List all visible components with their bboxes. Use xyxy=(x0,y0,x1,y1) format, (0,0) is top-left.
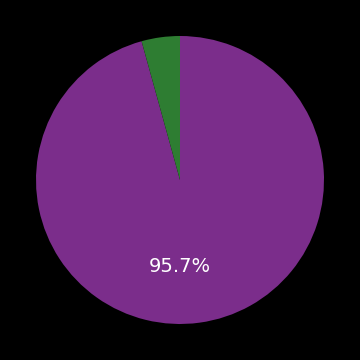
Text: 95.7%: 95.7% xyxy=(149,257,211,276)
Wedge shape xyxy=(36,36,324,324)
Wedge shape xyxy=(141,36,180,180)
